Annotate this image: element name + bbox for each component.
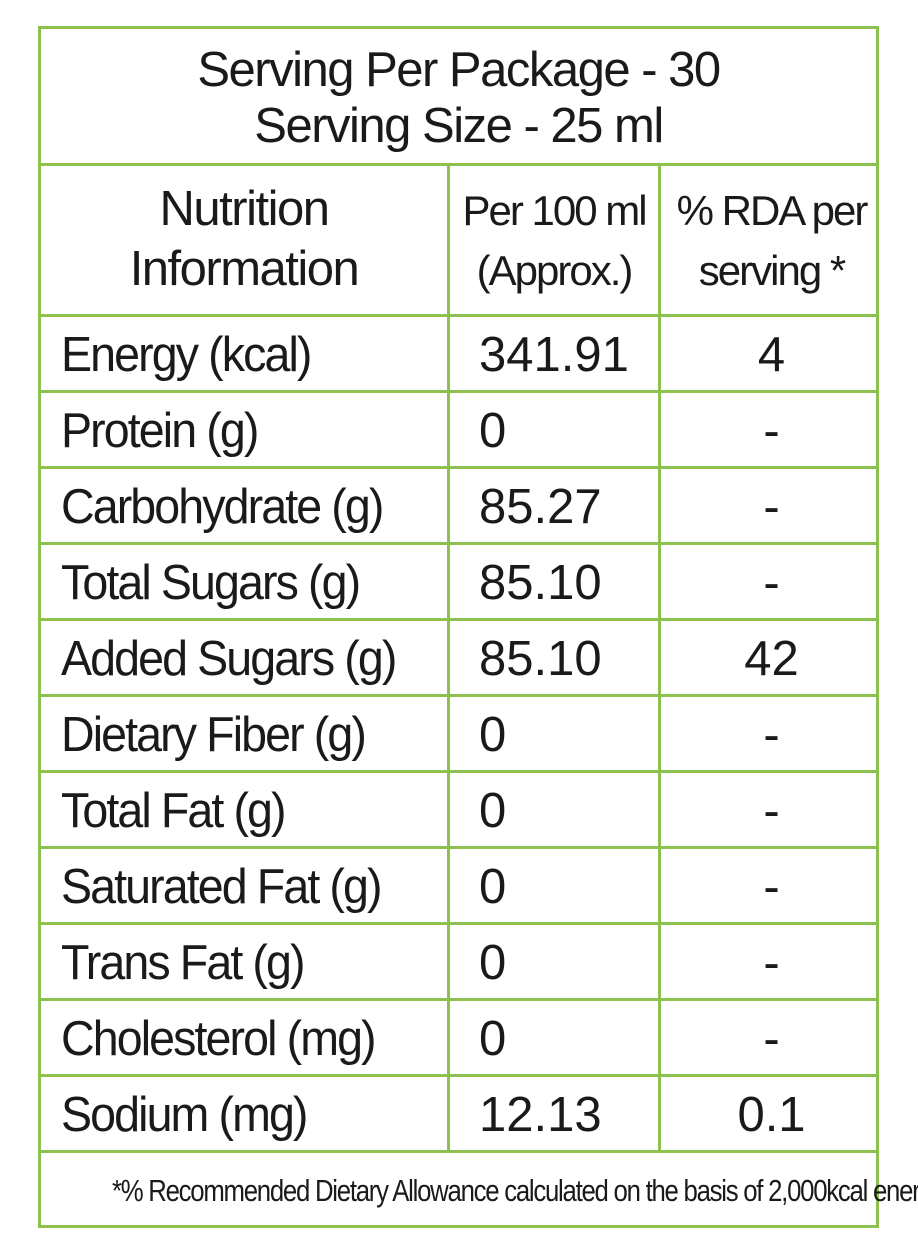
nutrient-name: Total Fat (g) <box>61 784 287 838</box>
per-100ml-value: 85.10 <box>479 632 602 686</box>
divider <box>41 163 876 166</box>
servings-per-package: Serving Per Package - 30 <box>197 43 721 97</box>
per-100ml-value: 341.91 <box>479 328 629 382</box>
row-divider <box>41 618 876 621</box>
per-100ml-value: 0 <box>479 404 507 458</box>
rda-value: - <box>763 1012 780 1066</box>
column-divider <box>447 163 450 1153</box>
nutrient-name: Added Sugars (g) <box>61 632 397 686</box>
rda-value: - <box>763 404 780 458</box>
nutrient-name: Sodium (mg) <box>61 1088 308 1142</box>
rda-value: 0.1 <box>737 1088 806 1142</box>
rda-value: - <box>763 556 780 610</box>
rda-value: - <box>763 860 780 914</box>
column-header-nutrient: Nutrition Information <box>129 182 360 296</box>
per-100ml-value: 0 <box>479 708 507 762</box>
nutrient-name: Dietary Fiber (g) <box>61 708 367 762</box>
nutrient-name: Total Sugars (g) <box>61 556 361 610</box>
rda-value: - <box>763 708 780 762</box>
per-100ml-value: 0 <box>479 860 507 914</box>
divider <box>41 1150 876 1153</box>
per-100ml-value: 0 <box>479 936 507 990</box>
row-divider <box>41 314 876 317</box>
rda-value: - <box>763 936 780 990</box>
row-divider <box>41 846 876 849</box>
serving-size: Serving Size - 25 ml <box>254 99 664 153</box>
nutrient-name: Carbohydrate (g) <box>61 480 384 534</box>
rda-value: - <box>763 480 780 534</box>
row-divider <box>41 466 876 469</box>
per-100ml-value: 85.10 <box>479 556 602 610</box>
row-divider <box>41 542 876 545</box>
column-header-per-100ml: Per 100 ml (Approx.) <box>462 187 647 294</box>
nutrient-name: Energy (kcal) <box>61 328 312 382</box>
row-divider <box>41 770 876 773</box>
nutrient-name: Protein (g) <box>61 404 259 458</box>
nutrition-facts-panel: Serving Per Package - 30 Serving Size - … <box>38 26 918 1228</box>
row-divider <box>41 998 876 1001</box>
per-100ml-value: 12.13 <box>479 1088 602 1142</box>
row-divider <box>41 1074 876 1077</box>
footnote: *% Recommended Dietary Allowance calcula… <box>111 1173 918 1208</box>
column-header-rda: % RDA per serving * <box>676 187 869 294</box>
nutrient-name: Trans Fat (g) <box>61 936 305 990</box>
rda-value: 4 <box>757 328 786 382</box>
per-100ml-value: 0 <box>479 1012 507 1066</box>
column-divider <box>658 163 661 1153</box>
row-divider <box>41 694 876 697</box>
rda-value: - <box>763 784 780 838</box>
rda-value: 42 <box>744 632 799 686</box>
per-100ml-value: 85.27 <box>479 480 602 534</box>
per-100ml-value: 0 <box>479 784 507 838</box>
nutrient-name: Cholesterol (mg) <box>61 1012 377 1066</box>
nutrient-name: Saturated Fat (g) <box>61 860 382 914</box>
row-divider <box>41 922 876 925</box>
row-divider <box>41 390 876 393</box>
